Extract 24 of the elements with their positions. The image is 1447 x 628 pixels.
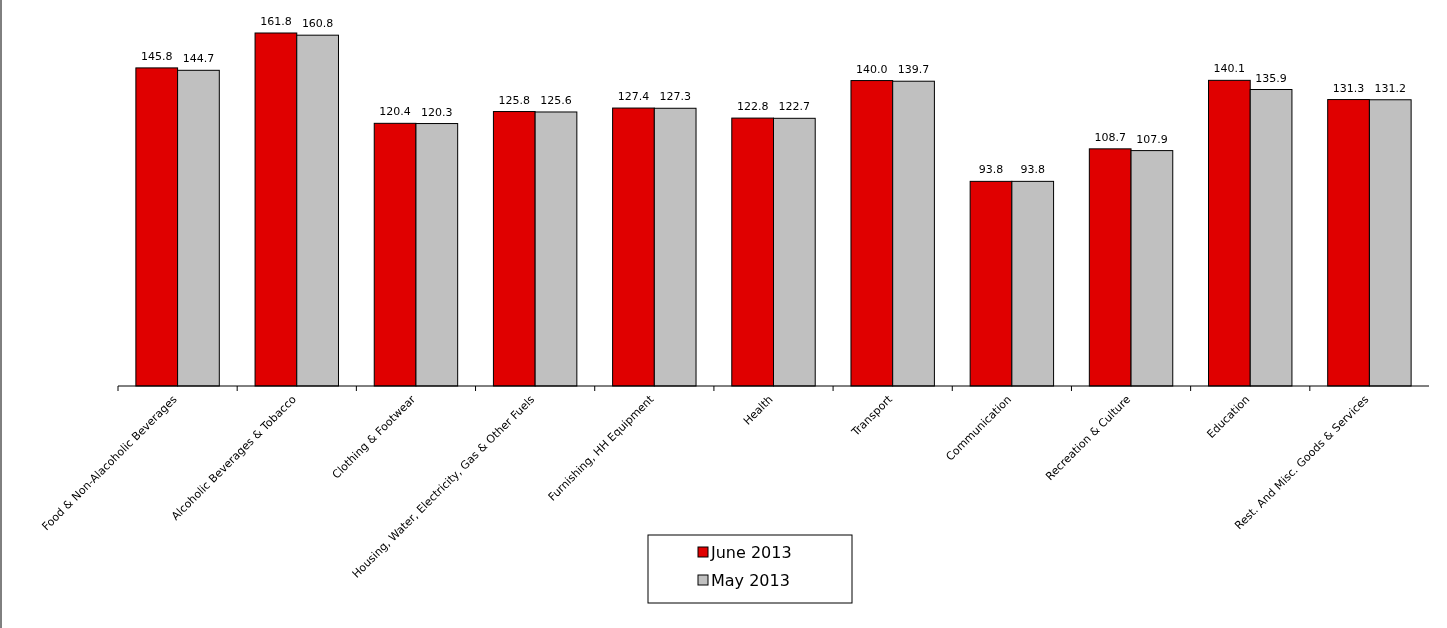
data-label: 160.8 bbox=[301, 17, 334, 31]
data-label: 93.8 bbox=[978, 163, 1004, 177]
data-label: 135.9 bbox=[1255, 71, 1287, 85]
data-label: 93.8 bbox=[1020, 163, 1045, 177]
data-label: 108.7 bbox=[1094, 130, 1126, 144]
data-label: 145.8 bbox=[140, 49, 173, 63]
data-label: 120.3 bbox=[421, 105, 453, 119]
data-label: 107.9 bbox=[1136, 132, 1168, 146]
legend-label: May 2013 bbox=[711, 571, 790, 590]
data-label: 139.7 bbox=[897, 63, 930, 77]
data-label: 127.3 bbox=[659, 90, 691, 104]
data-label: 122.7 bbox=[778, 100, 811, 114]
data-label: 122.8 bbox=[736, 100, 769, 114]
data-label: 125.6 bbox=[540, 93, 572, 107]
data-label: 120.4 bbox=[379, 105, 411, 119]
data-label: 127.4 bbox=[617, 90, 650, 104]
data-label: 144.7 bbox=[182, 52, 215, 66]
data-label: 140.0 bbox=[856, 62, 888, 76]
data-label: 131.3 bbox=[1332, 81, 1365, 95]
data-label: 125.8 bbox=[498, 93, 531, 107]
data-label: 140.1 bbox=[1213, 62, 1246, 76]
data-label: 161.8 bbox=[260, 15, 292, 28]
legend-label: June 2013 bbox=[710, 543, 792, 562]
data-label: 131.2 bbox=[1374, 81, 1407, 95]
